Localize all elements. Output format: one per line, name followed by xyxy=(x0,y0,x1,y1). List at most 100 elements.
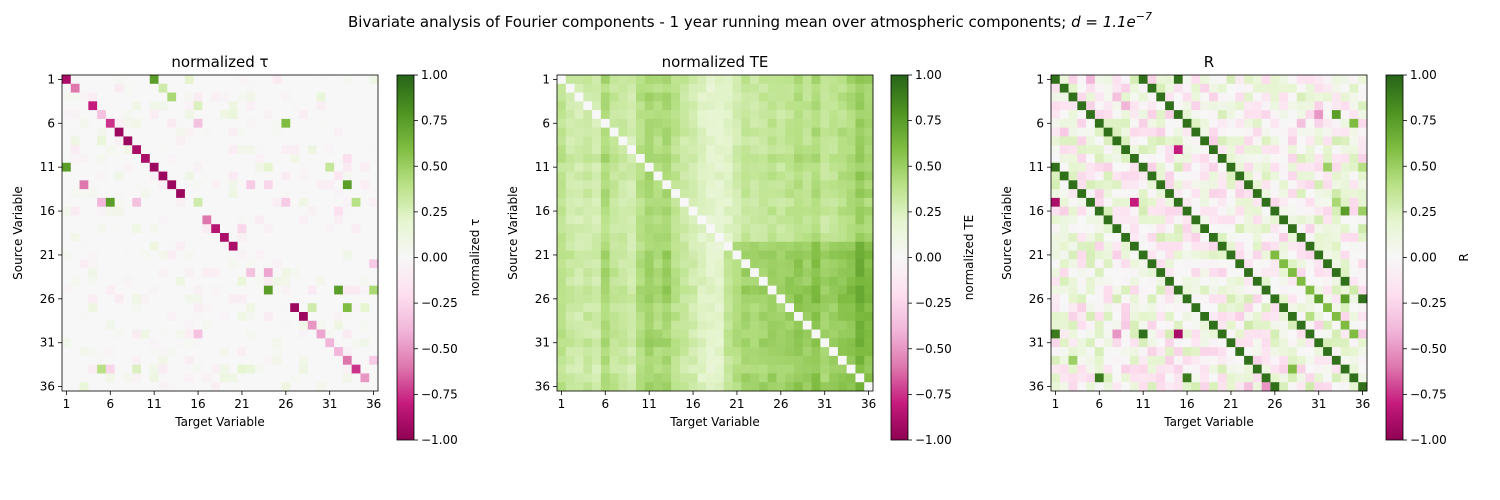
heatmap-cell xyxy=(158,285,168,295)
heatmap-cell xyxy=(255,75,265,85)
heatmap-cell xyxy=(211,127,221,137)
heatmap-cell xyxy=(565,268,575,278)
heatmap-cell xyxy=(600,250,611,260)
heatmap-cell xyxy=(671,373,681,383)
x-tick-label: 31 xyxy=(817,397,832,411)
heatmap-cell xyxy=(1130,373,1140,383)
heatmap-cell xyxy=(290,118,300,129)
heatmap-cell xyxy=(653,329,663,339)
heatmap-cell xyxy=(342,215,353,225)
heatmap-cell xyxy=(184,355,195,366)
heatmap-cell xyxy=(1077,180,1087,190)
heatmap-cell xyxy=(158,250,168,260)
heatmap-cell xyxy=(1191,233,1201,243)
heatmap-cell xyxy=(1147,241,1157,251)
heatmap-cell xyxy=(732,162,742,172)
heatmap-cell xyxy=(829,136,839,146)
heatmap-cell xyxy=(132,347,142,357)
heatmap-cell xyxy=(132,276,142,287)
heatmap-cell xyxy=(627,206,637,216)
heatmap-cell xyxy=(688,250,698,260)
heatmap-cell xyxy=(184,180,195,190)
heatmap-cell xyxy=(1086,101,1096,111)
heatmap-cell xyxy=(837,180,848,190)
heatmap-cell xyxy=(360,154,370,164)
heatmap-cell xyxy=(750,136,760,146)
heatmap-cell xyxy=(715,312,725,322)
heatmap-cell xyxy=(325,110,335,120)
heatmap-cell xyxy=(1261,154,1271,164)
heatmap-cell xyxy=(1209,241,1219,251)
colorbar-tick-label: −0.50 xyxy=(1410,342,1447,356)
heatmap-cell xyxy=(592,338,602,348)
heatmap-cell xyxy=(141,162,151,172)
heatmap-cell xyxy=(1279,285,1289,295)
heatmap-cell xyxy=(1165,171,1175,181)
heatmap-cell xyxy=(706,145,716,155)
heatmap-cell xyxy=(811,347,821,357)
heatmap-cell xyxy=(62,127,72,137)
heatmap-cell xyxy=(369,241,379,251)
heatmap-cell xyxy=(105,276,116,287)
heatmap-cell xyxy=(1068,215,1078,225)
heatmap-cell xyxy=(697,75,707,85)
heatmap-cell xyxy=(1068,312,1078,322)
heatmap-cell xyxy=(334,189,344,199)
heatmap-cell xyxy=(79,171,89,181)
heatmap-cell xyxy=(557,92,567,102)
heatmap-cell xyxy=(1130,233,1140,243)
heatmap-cell xyxy=(88,382,98,392)
heatmap-cell xyxy=(228,154,238,164)
heatmap-cell xyxy=(609,215,619,225)
heatmap-cell xyxy=(592,154,602,164)
heatmap-cell xyxy=(334,250,344,260)
heatmap-cell xyxy=(299,83,309,93)
heatmap-cell xyxy=(1103,329,1113,339)
heatmap-cell xyxy=(290,303,300,313)
heatmap-cell xyxy=(167,294,177,304)
heatmap-cell xyxy=(837,197,848,208)
heatmap-cell xyxy=(132,312,142,322)
heatmap-cell xyxy=(653,241,663,251)
heatmap-cell xyxy=(97,329,107,339)
heatmap-cell xyxy=(1051,329,1061,339)
heatmap-cell xyxy=(263,145,274,155)
heatmap-cell xyxy=(369,347,379,357)
heatmap-cell xyxy=(697,320,707,330)
heatmap-cell xyxy=(237,154,247,164)
heatmap-cell xyxy=(263,373,274,383)
heatmap-cell xyxy=(351,206,361,216)
heatmap-cell xyxy=(802,233,812,243)
heatmap-cell xyxy=(316,206,326,216)
heatmap-cell xyxy=(715,285,725,295)
heatmap-cell xyxy=(299,171,309,181)
heatmap-cell xyxy=(1147,136,1157,146)
heatmap-cell xyxy=(141,206,151,216)
heatmap-cell xyxy=(1094,197,1105,208)
heatmap-cell xyxy=(644,303,654,313)
heatmap-cell xyxy=(263,136,274,146)
heatmap-cell xyxy=(149,101,159,111)
heatmap-cell xyxy=(1349,92,1359,102)
heatmap-cell xyxy=(1112,162,1122,172)
heatmap-cell xyxy=(79,127,89,137)
heatmap-cell xyxy=(1296,110,1306,120)
heatmap-cell xyxy=(688,241,698,251)
heatmap-cell xyxy=(609,101,619,111)
heatmap-cell xyxy=(688,312,698,322)
heatmap-cell xyxy=(79,259,89,269)
heatmap-cell xyxy=(785,110,795,120)
colorbar-tick-label: −1.00 xyxy=(915,433,952,447)
heatmap-cell xyxy=(794,224,804,234)
heatmap-cell xyxy=(220,382,230,392)
heatmap-cell xyxy=(369,250,379,260)
heatmap-cell xyxy=(220,215,230,225)
heatmap-cell xyxy=(316,285,326,295)
heatmap-cell xyxy=(864,118,874,129)
heatmap-cell xyxy=(123,154,133,164)
heatmap-cell xyxy=(776,268,786,278)
heatmap-cell xyxy=(1305,215,1315,225)
heatmap-cell xyxy=(246,355,256,366)
heatmap-cell xyxy=(1147,145,1157,155)
heatmap-cell xyxy=(671,118,681,129)
